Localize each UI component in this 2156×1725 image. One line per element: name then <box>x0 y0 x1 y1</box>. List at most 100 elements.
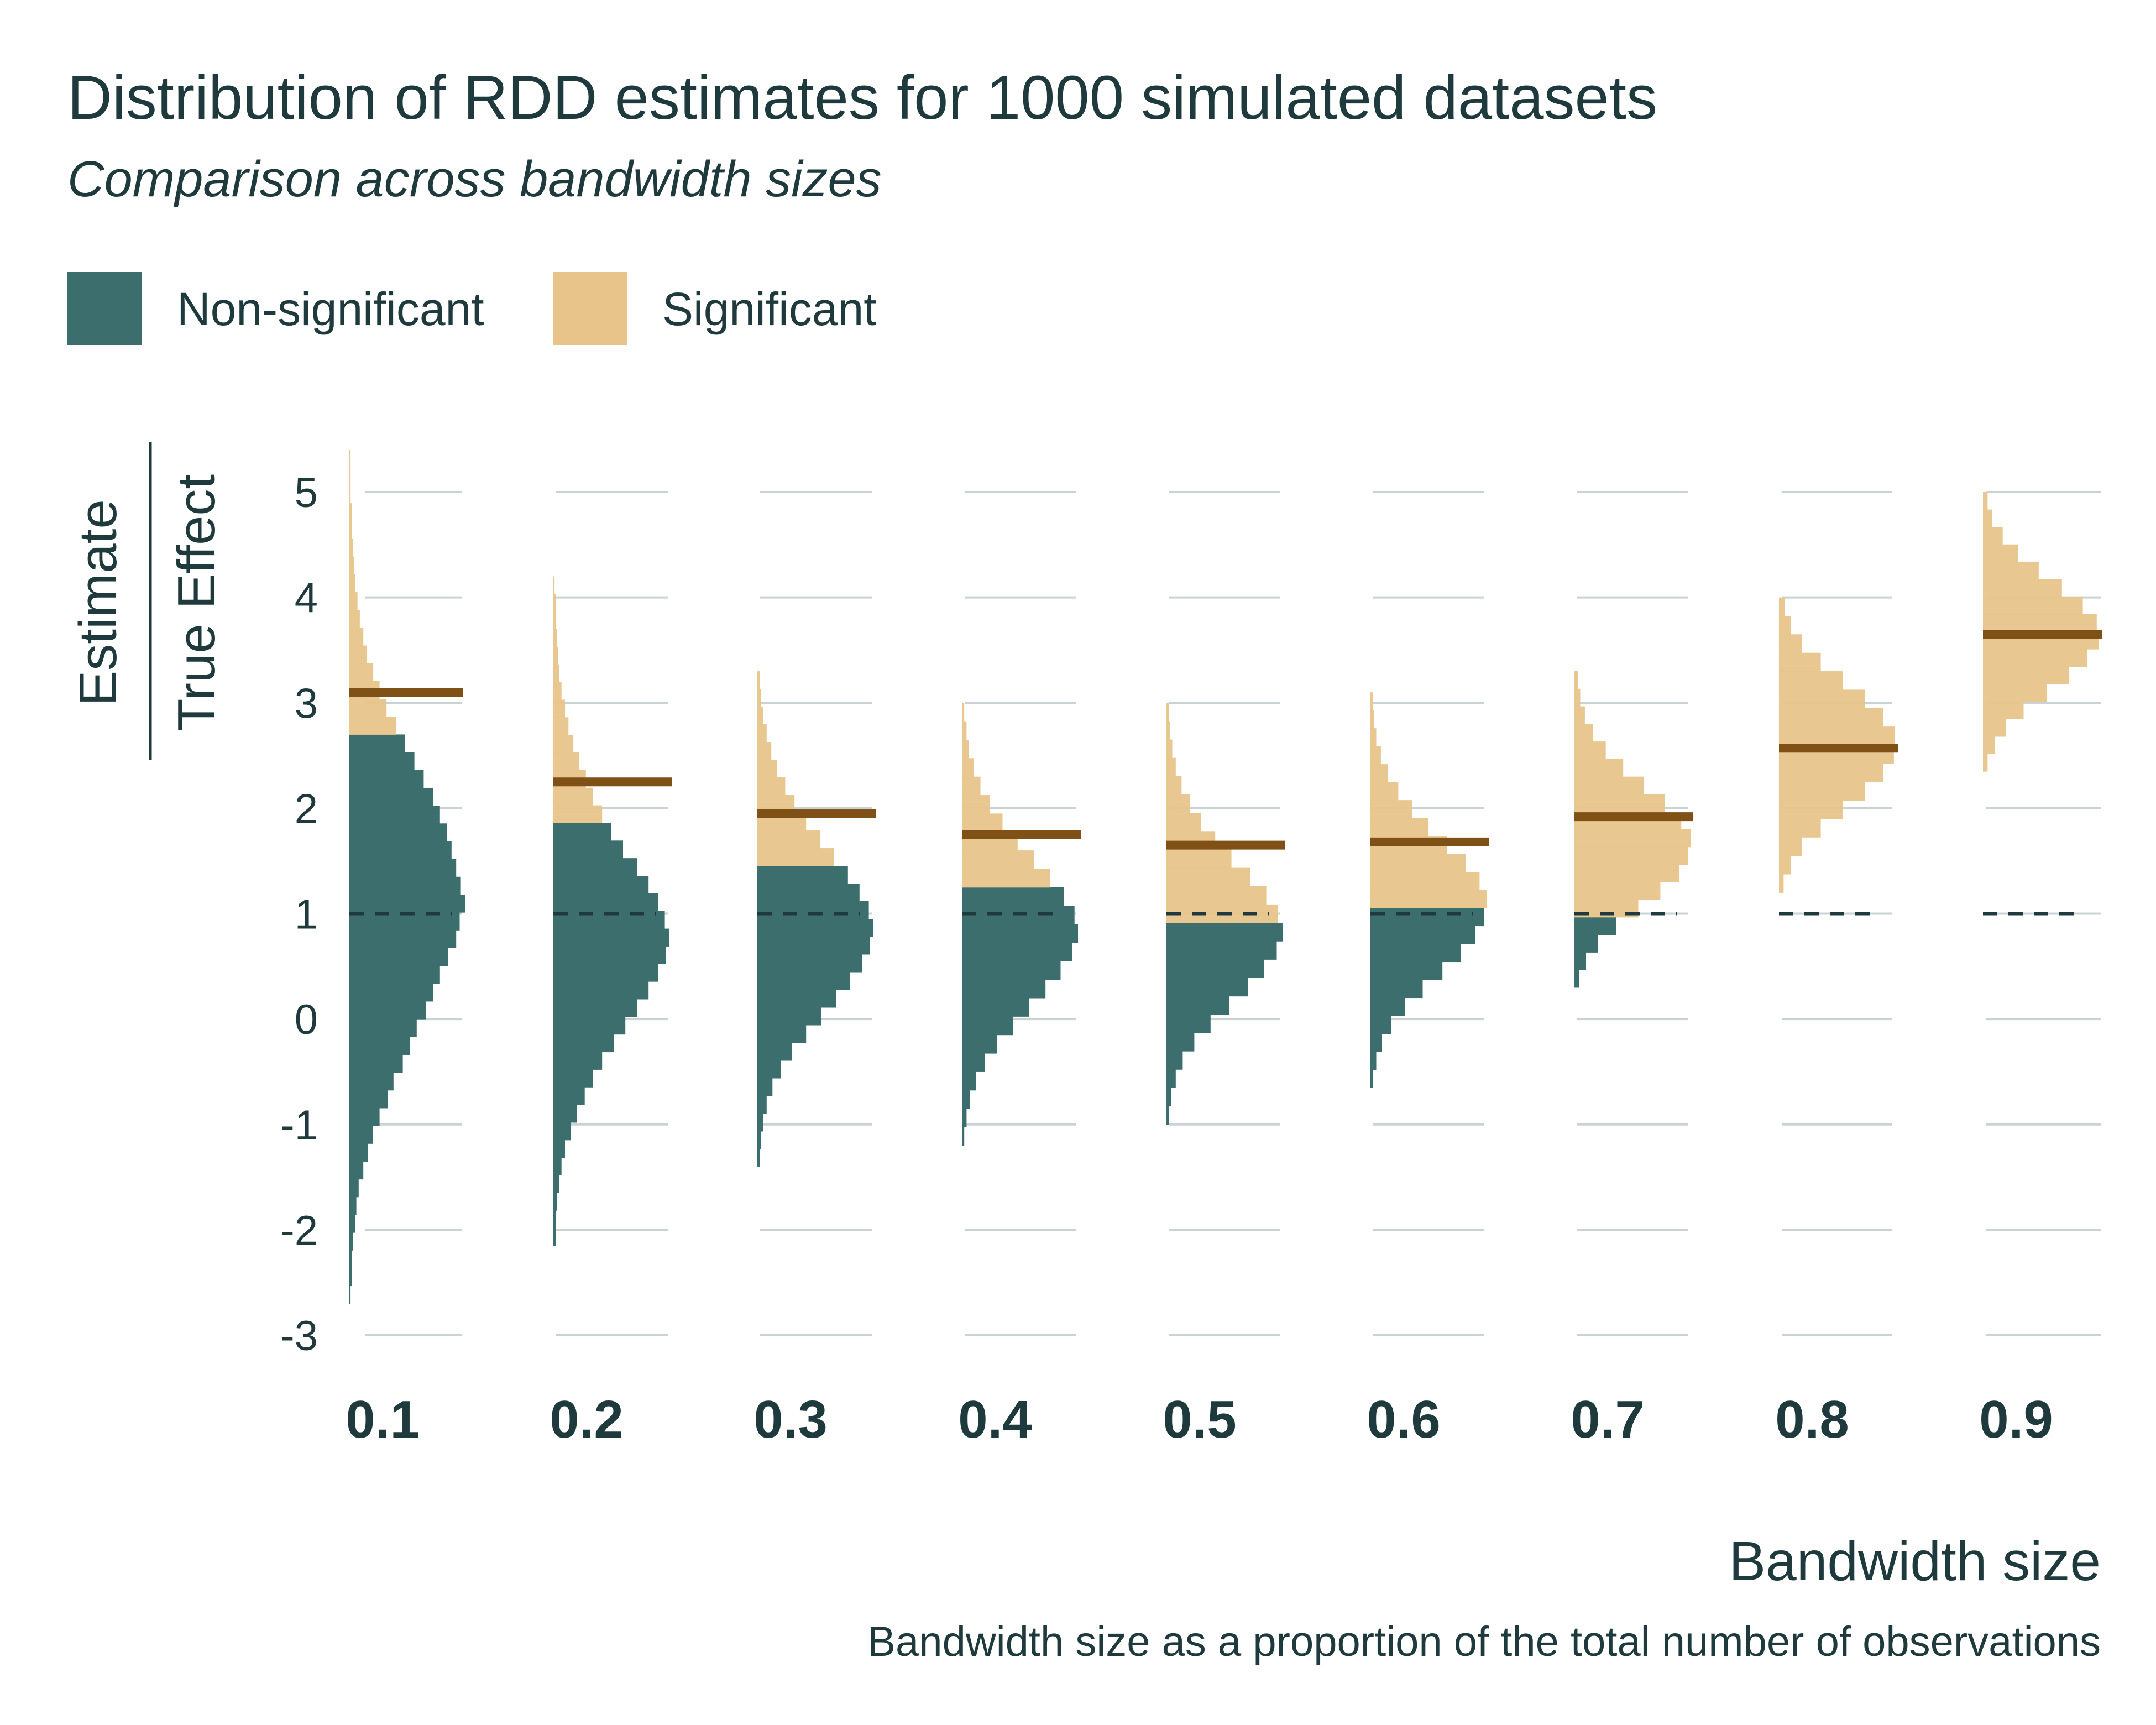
histogram-bar <box>349 574 355 593</box>
panel-bandwidth-0.7 <box>1574 671 1693 988</box>
histogram-bar <box>1983 684 2047 702</box>
histogram-bar <box>962 1016 1013 1036</box>
histogram-bar <box>553 823 611 841</box>
histogram-bar <box>962 869 1050 888</box>
histogram-bar <box>349 823 447 841</box>
histogram-bar <box>1983 509 1992 527</box>
histogram-bar <box>349 1161 364 1180</box>
histogram-bar <box>1983 701 2024 719</box>
histogram-bar <box>349 1250 352 1268</box>
histogram-bar <box>349 841 452 860</box>
histogram-bar <box>349 628 364 646</box>
histogram-bar <box>1166 1069 1176 1088</box>
histogram-bar <box>1983 492 1988 510</box>
histogram-bar <box>1574 864 1679 882</box>
histogram-bar <box>349 503 352 521</box>
panel-bandwidth-0.1 <box>349 449 465 1304</box>
x-axis-label: Bandwidth size <box>1729 1530 2101 1592</box>
histogram-bar <box>553 787 593 806</box>
histogram-bar <box>962 979 1046 999</box>
histogram-bar <box>1574 829 1691 848</box>
histogram-bar <box>1370 980 1423 999</box>
histogram-bar <box>553 646 558 665</box>
histogram-bar <box>962 998 1029 1017</box>
histogram-bar <box>1166 757 1176 777</box>
histogram-bar <box>1983 614 2097 632</box>
histogram-bar <box>349 663 373 682</box>
histogram-bar <box>1370 1069 1373 1088</box>
y-axis-ticks: 5 4 3 2 1 0 -1 -2 -3 <box>280 469 318 1360</box>
histogram-bar <box>349 449 351 468</box>
histogram-bar <box>349 770 424 788</box>
histogram-bar <box>553 1175 559 1193</box>
x-tick-label: 0.2 <box>550 1390 623 1449</box>
histogram-bar <box>1370 872 1480 891</box>
histogram-bar <box>553 999 637 1017</box>
histogram-bar <box>349 787 433 806</box>
histogram-bar <box>1370 961 1443 980</box>
histogram-bar <box>757 1060 781 1079</box>
legend-swatch-significant <box>553 272 627 345</box>
histogram-bar <box>553 1228 556 1246</box>
histogram-bar <box>553 629 557 647</box>
histogram-bar <box>553 840 623 859</box>
histogram-bar <box>1779 855 1791 875</box>
histogram-bar <box>1370 1033 1382 1052</box>
histogram-bar <box>349 983 433 1002</box>
histogram-bar <box>1983 754 1988 772</box>
histogram-bar <box>757 919 873 937</box>
histogram-bar <box>1166 1014 1211 1033</box>
histogram-bar <box>1779 763 1883 782</box>
histogram-bar <box>1574 688 1581 707</box>
histogram-bar <box>757 671 760 689</box>
histogram-bar <box>1166 996 1229 1015</box>
histogram-bar <box>1574 934 1598 953</box>
histogram-bar <box>1370 728 1377 747</box>
histogram-bar <box>757 937 870 955</box>
histogram-bar <box>757 954 862 973</box>
histogram-bar <box>553 1052 603 1070</box>
histogram-bar <box>349 948 448 966</box>
histogram-bar <box>553 928 669 947</box>
histogram-bar <box>349 1019 417 1037</box>
histogram-bar <box>757 689 761 707</box>
histogram-bar <box>349 1179 359 1198</box>
histogram-bar <box>962 1127 965 1146</box>
histogram-bar <box>1166 739 1173 759</box>
histogram-bar <box>1370 710 1374 729</box>
histogram-bar <box>1166 1032 1195 1052</box>
histogram-bar <box>1574 970 1579 988</box>
histogram-bar <box>1983 736 1995 755</box>
histogram-bar <box>1166 1106 1169 1125</box>
y-axis-label-denominator: True Effect <box>167 474 226 731</box>
histogram-bar <box>1166 794 1190 813</box>
histogram-bar <box>349 752 415 771</box>
y-tick-label: -2 <box>280 1207 318 1254</box>
histogram-bar <box>553 964 658 982</box>
chart-title: Distribution of RDD estimates for 1000 s… <box>67 63 1657 132</box>
histogram-bar <box>553 1087 585 1105</box>
x-tick-label: 0.8 <box>1775 1390 1849 1449</box>
x-tick-label: 0.5 <box>1163 1390 1236 1449</box>
histogram-bar <box>962 1034 997 1054</box>
histogram-bar <box>1370 692 1373 711</box>
legend-swatch-non-significant <box>67 272 142 345</box>
histogram-bar <box>757 777 786 796</box>
histogram-bar <box>1370 800 1412 819</box>
x-tick-label: 0.6 <box>1367 1390 1440 1449</box>
histogram-bar <box>349 876 461 895</box>
y-tick-label: 3 <box>295 680 318 727</box>
chart-subtitle: Comparison across bandwidth sizes <box>67 151 882 207</box>
histogram-bar <box>1574 759 1624 777</box>
histogram-bar <box>1166 923 1283 942</box>
histogram-bar <box>1779 689 1865 709</box>
histogram-bar <box>1370 746 1381 765</box>
histogram-bar <box>553 876 649 894</box>
histogram-bar <box>553 576 555 594</box>
histogram-bar <box>349 930 457 948</box>
histogram-bar <box>553 1139 565 1158</box>
histogram-bar <box>349 1232 353 1251</box>
histogram-bar <box>1574 846 1688 865</box>
y-tick-label: 1 <box>295 891 318 938</box>
histogram-bar <box>349 1054 403 1073</box>
